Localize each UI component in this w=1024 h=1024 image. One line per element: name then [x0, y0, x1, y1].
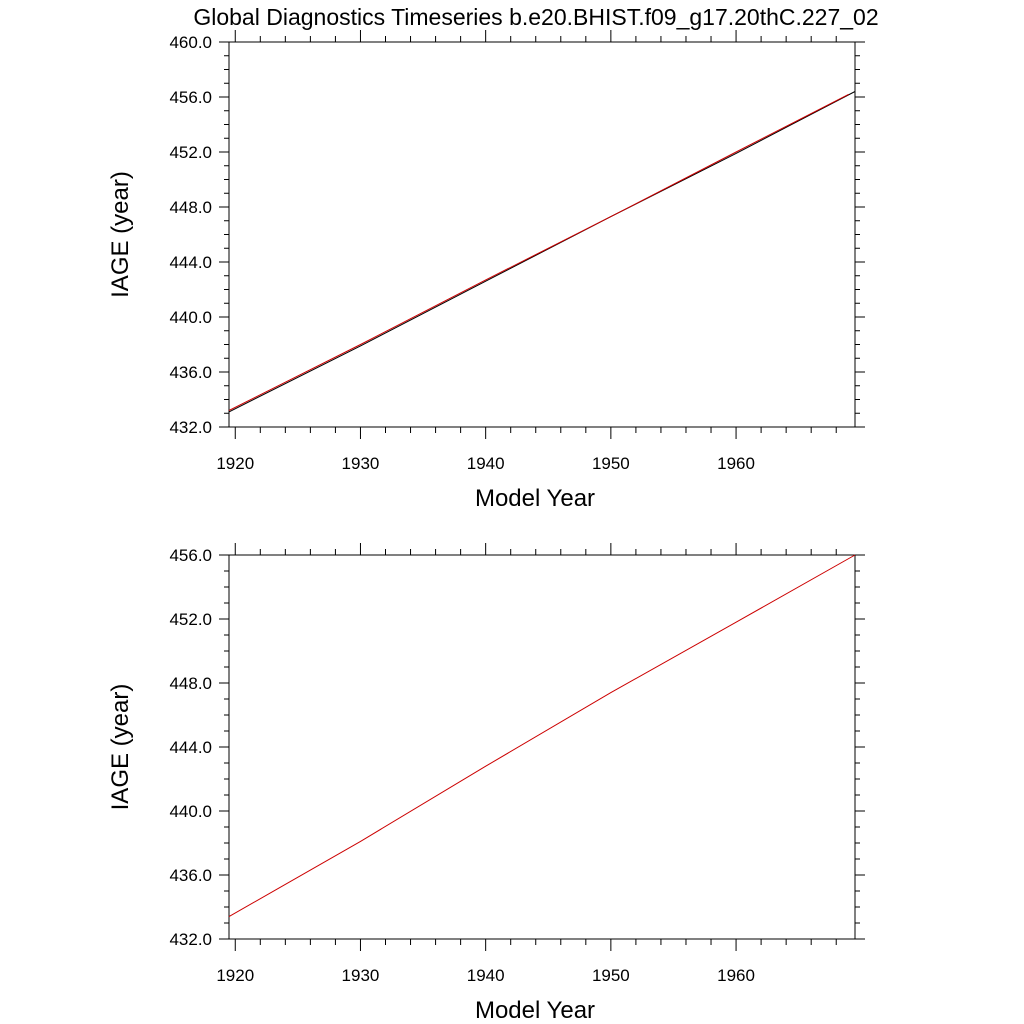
x-tick-label: 1930 [342, 454, 380, 473]
y-tick-label: 432.0 [169, 930, 212, 949]
y-tick-label: 452.0 [169, 610, 212, 629]
x-tick-label: 1950 [592, 966, 630, 985]
y-axis-label: IAGE (year) [107, 684, 134, 811]
x-tick-label: 1960 [717, 966, 755, 985]
y-tick-label: 448.0 [169, 674, 212, 693]
x-tick-label: 1960 [717, 454, 755, 473]
x-tick-label: 1920 [216, 454, 254, 473]
y-tick-label: 444.0 [169, 253, 212, 272]
y-tick-label: 452.0 [169, 143, 212, 162]
y-tick-label: 440.0 [169, 802, 212, 821]
y-tick-label: 436.0 [169, 866, 212, 885]
x-tick-label: 1920 [216, 966, 254, 985]
y-tick-label: 432.0 [169, 418, 212, 437]
x-tick-label: 1950 [592, 454, 630, 473]
x-axis-label: Model Year [475, 997, 595, 1024]
y-tick-label: 440.0 [169, 308, 212, 327]
series-line [228, 554, 856, 918]
chart-title: Global Diagnostics Timeseries b.e20.BHIS… [193, 4, 878, 30]
plot-frame [228, 554, 856, 940]
y-tick-label: 448.0 [169, 198, 212, 217]
x-tick-label: 1940 [467, 966, 505, 985]
x-tick-label: 1940 [467, 454, 505, 473]
plot-bottom: 1920 1930 1940 1950 1960 432.0 436.0 440.0 444.0… [107, 543, 865, 1024]
series-line [228, 93, 849, 411]
plot-frame [228, 41, 856, 428]
y-axis-label: IAGE (year) [107, 171, 134, 298]
plot-top: 1920 1930 1940 1950 1960 432.0 436.0 440.0 444.0… [107, 30, 865, 512]
x-tick-label: 1930 [342, 966, 380, 985]
y-tick-label: 436.0 [169, 363, 212, 382]
y-tick-label: 456.0 [169, 546, 212, 565]
series-line [228, 91, 856, 413]
y-tick-label: 460.0 [169, 33, 212, 52]
y-tick-label: 444.0 [169, 738, 212, 757]
y-tick-label: 456.0 [169, 88, 212, 107]
x-axis-label: Model Year [475, 485, 595, 512]
